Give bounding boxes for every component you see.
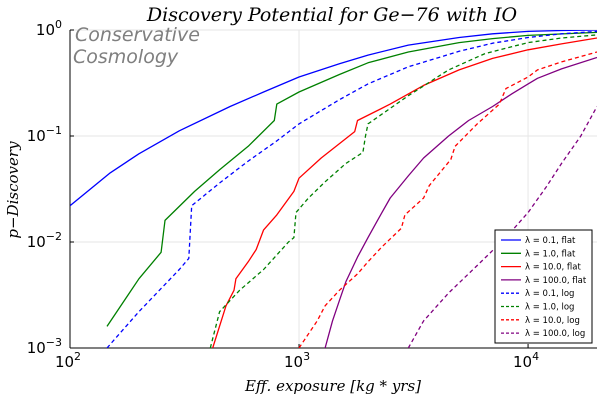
legend-label-2: λ = 1.0, flat — [525, 249, 576, 259]
y-axis-label: p−Discovery — [4, 141, 22, 239]
x-axis-label: Eff. exposure [kg * yrs] — [244, 377, 421, 395]
series-line-5 — [106, 30, 597, 348]
axis-ticks: 102 103 104 100 10−1 10−2 10−3 — [27, 18, 539, 371]
x-tick-label: 102 — [55, 350, 81, 371]
legend-label-6: λ = 1.0, log — [525, 303, 574, 313]
series-lines — [70, 30, 597, 348]
y-tick-label: 100 — [36, 18, 62, 39]
chart-title: Discovery Potential for Ge−76 with IO — [146, 4, 518, 26]
legend-box — [494, 229, 593, 344]
series-line-8 — [407, 106, 597, 348]
x-tick-label: 103 — [284, 350, 310, 371]
series-line-1 — [70, 30, 597, 207]
annotation-line-1: Conservative — [75, 24, 200, 46]
legend-label-3: λ = 10.0, flat — [525, 263, 581, 273]
legend-label-7: λ = 10.0, log — [525, 316, 580, 326]
y-tick-label: 10−3 — [27, 336, 62, 357]
legend-label-4: λ = 100.0, flat — [525, 276, 587, 286]
series-line-2 — [106, 31, 597, 327]
legend-label-8: λ = 100.0, log — [525, 329, 585, 339]
legend-label-5: λ = 0.1, log — [525, 289, 574, 299]
x-tick-label: 104 — [513, 350, 539, 371]
series-line-7 — [298, 51, 597, 348]
y-tick-label: 10−1 — [27, 124, 62, 145]
annotation-line-2: Cosmology — [73, 46, 179, 68]
series-line-6 — [209, 34, 597, 348]
y-tick-label: 10−2 — [27, 230, 62, 251]
series-line-3 — [212, 37, 597, 348]
legend: λ = 0.1, flat λ = 1.0, flat λ = 10.0, flat… — [494, 229, 593, 344]
legend-label-1: λ = 0.1, flat — [525, 236, 576, 246]
